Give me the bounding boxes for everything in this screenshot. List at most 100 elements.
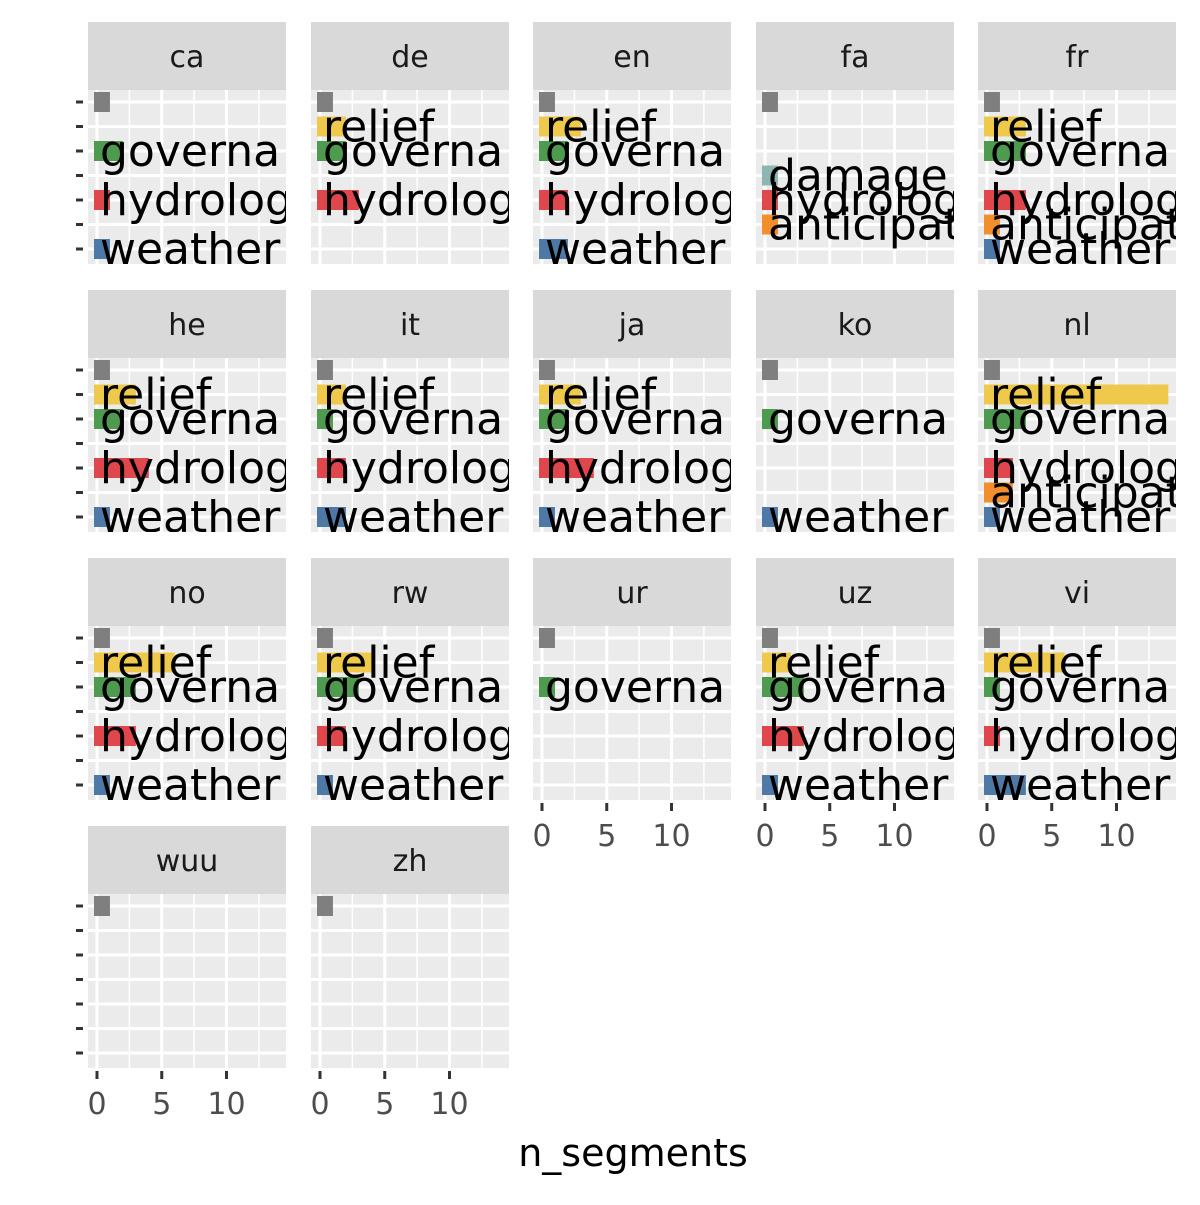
bar-label-vi-governance: governa — [990, 662, 1170, 713]
facet-strip-label-ca: ca — [170, 40, 205, 75]
bar-ja-unlabeled — [539, 360, 555, 380]
facet-strip-label-fr: fr — [1066, 40, 1090, 75]
bar-label-en-hydrology: hydrolog — [545, 175, 738, 226]
facet-strip-wuu — [88, 826, 286, 894]
bar-he-hydrology — [94, 458, 149, 478]
x-tick-label: 5 — [375, 1087, 394, 1122]
bar-label-ca-governance: governa — [100, 126, 280, 177]
bar-label-uz-governance: governa — [768, 662, 948, 713]
x-tick-label: 5 — [152, 1087, 171, 1122]
bar-label-ja-governance: governa — [545, 394, 725, 445]
bar-ja-hydrology — [539, 458, 594, 478]
bar-label-it-hydrology: hydrolog — [323, 443, 516, 494]
gridlines-uz — [756, 626, 954, 800]
bar-label-fa-damage: damage — [768, 151, 948, 202]
bar-no-relief — [94, 652, 175, 673]
facet-strip-no — [88, 558, 286, 626]
bar-vi-weather — [984, 775, 1026, 795]
facet-panel-ur: ur governa 0 5 10 — [532, 558, 731, 854]
bar-label-de-hydrology: hydrolog — [323, 175, 516, 226]
bar-label-rw-weather: weather — [323, 760, 504, 811]
facet-strip-en — [533, 22, 731, 90]
bar-label-ca-hydrology: hydrolog — [100, 175, 293, 226]
bar-vi-unlabeled — [984, 628, 1000, 648]
bar-label-vi-weather: weather — [990, 760, 1171, 811]
bar-label-no-governance: governa — [100, 662, 280, 713]
bar-en-hydrology — [539, 190, 568, 210]
bar-it-hydrology — [317, 458, 346, 478]
bar-de-hydrology — [317, 190, 359, 210]
bar-ca-hydrology — [94, 190, 110, 210]
bar-nl-relief — [984, 384, 1169, 405]
bar-label-nl-relief: relief — [990, 370, 1103, 421]
bar-ja-governance — [539, 409, 568, 429]
bar-vi-governance — [984, 677, 1000, 697]
facet-strip-label-ko: ko — [838, 308, 873, 343]
bar-label-fr-anticipatory: anticipat — [990, 200, 1183, 251]
bar-wuu-unlabeled — [94, 896, 110, 916]
facet-strip-vi — [978, 558, 1176, 626]
bar-uz-relief — [762, 652, 791, 673]
x-tick-label: 0 — [755, 819, 774, 854]
gridlines-wuu — [88, 894, 286, 1068]
bar-he-weather — [94, 507, 110, 527]
bar-label-no-weather: weather — [100, 760, 281, 811]
bar-uz-hydrology — [762, 726, 804, 746]
bar-zh-unlabeled — [317, 896, 333, 916]
bar-ca-weather — [94, 239, 110, 259]
x-tick-label: 5 — [820, 819, 839, 854]
bar-de-governance — [317, 141, 346, 161]
bar-he-unlabeled — [94, 360, 110, 380]
bar-ur-unlabeled — [539, 628, 555, 648]
facet-panel-ko: ko governa weather — [756, 290, 954, 532]
facet-strip-ur — [533, 558, 731, 626]
bar-label-en-relief: relief — [545, 102, 658, 153]
bar-fr-anticipatory — [984, 214, 1000, 235]
x-tick-label: 10 — [652, 819, 690, 854]
bar-rw-relief — [317, 652, 372, 673]
bar-label-it-relief: relief — [323, 370, 436, 421]
bar-label-ja-hydrology: hydrolog — [545, 443, 738, 494]
bars-ur: governa — [539, 628, 725, 713]
bar-label-ca-weather: weather — [100, 224, 281, 275]
bar-label-ur-governance: governa — [545, 662, 725, 713]
bar-it-governance — [317, 409, 333, 429]
bar-label-it-governance: governa — [323, 394, 503, 445]
facet-strip-fr — [978, 22, 1176, 90]
bar-nl-weather — [984, 507, 1000, 527]
bar-it-unlabeled — [317, 360, 333, 380]
bar-it-relief — [317, 384, 346, 405]
bar-label-he-governance: governa — [100, 394, 280, 445]
facet-strip-he — [88, 290, 286, 358]
bar-ko-weather — [762, 507, 778, 527]
bar-label-en-governance: governa — [545, 126, 725, 177]
bar-ca-unlabeled — [94, 92, 110, 112]
bar-label-it-weather: weather — [323, 492, 504, 543]
bar-no-weather — [94, 775, 110, 795]
bar-label-no-hydrology: hydrolog — [100, 711, 293, 762]
bar-label-fr-governance: governa — [990, 126, 1170, 177]
x-tick-label: 0 — [532, 819, 551, 854]
bar-label-ko-governance: governa — [768, 394, 948, 445]
bar-fr-weather — [984, 239, 1000, 259]
bar-rw-weather — [317, 775, 333, 795]
bar-fr-governance — [984, 141, 1026, 161]
bar-en-unlabeled — [539, 92, 555, 112]
bar-label-nl-governance: governa — [990, 394, 1170, 445]
